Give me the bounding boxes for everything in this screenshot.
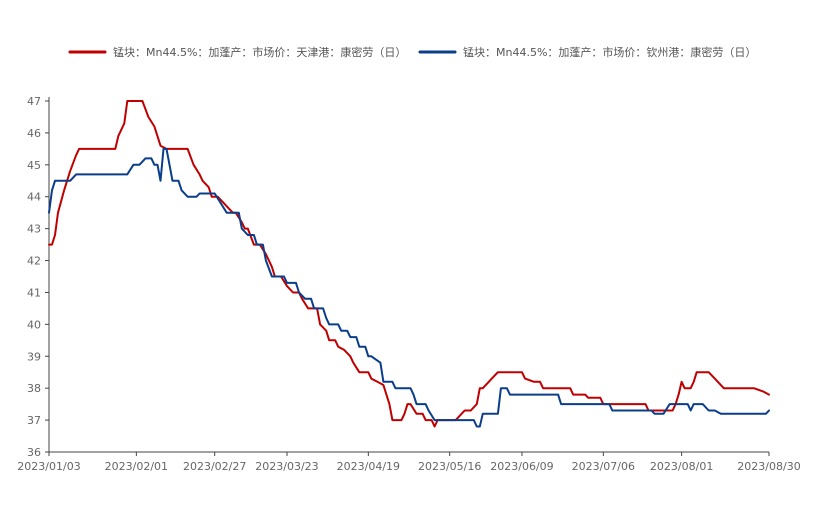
x-tick-label: 2023/01/03 xyxy=(17,460,80,473)
legend: 锰块：Mn44.5%：加蓬产：市场价：天津港：康密劳（日） 锰块：Mn44.5%… xyxy=(68,45,756,59)
series-line-tianjin xyxy=(48,100,770,428)
axes: 36 37 38 39 40 41 42 43 44 45 46 47 2023/01/03 2023/0… xyxy=(17,95,800,473)
x-tick-label: 2023/06/09 xyxy=(490,460,553,473)
x-tick-label: 2023/02/27 xyxy=(183,460,246,473)
x-tick-label: 2023/08/30 xyxy=(737,460,800,473)
y-tick-label: 46 xyxy=(27,127,41,140)
y-tick-label: 41 xyxy=(27,286,41,299)
y-tick-label: 44 xyxy=(27,191,41,204)
y-tick-label: 47 xyxy=(27,95,41,108)
y-tick-label: 39 xyxy=(27,350,41,363)
series-line-qinzhou xyxy=(48,147,770,428)
x-tick-label: 2023/02/01 xyxy=(105,460,168,473)
y-tick-label: 37 xyxy=(27,414,41,427)
series-group xyxy=(48,100,770,428)
y-tick-label: 45 xyxy=(27,159,41,172)
legend-label-qinzhou: 锰块：Mn44.5%：加蓬产：市场价：钦州港：康密劳（日） xyxy=(463,45,756,59)
x-tick-label: 2023/08/01 xyxy=(650,460,713,473)
legend-label-tianjin: 锰块：Mn44.5%：加蓬产：市场价：天津港：康密劳（日） xyxy=(113,45,406,59)
y-tick-label: 42 xyxy=(27,255,41,268)
x-tick-label: 2023/04/19 xyxy=(337,460,400,473)
x-tick-label: 2023/07/06 xyxy=(572,460,635,473)
y-tick-label: 40 xyxy=(27,318,41,331)
y-tick-label: 36 xyxy=(27,446,41,459)
x-tick-label: 2023/03/23 xyxy=(255,460,318,473)
x-tick-label: 2023/05/16 xyxy=(418,460,481,473)
y-tick-label: 43 xyxy=(27,223,41,236)
y-tick-label: 38 xyxy=(27,382,41,395)
